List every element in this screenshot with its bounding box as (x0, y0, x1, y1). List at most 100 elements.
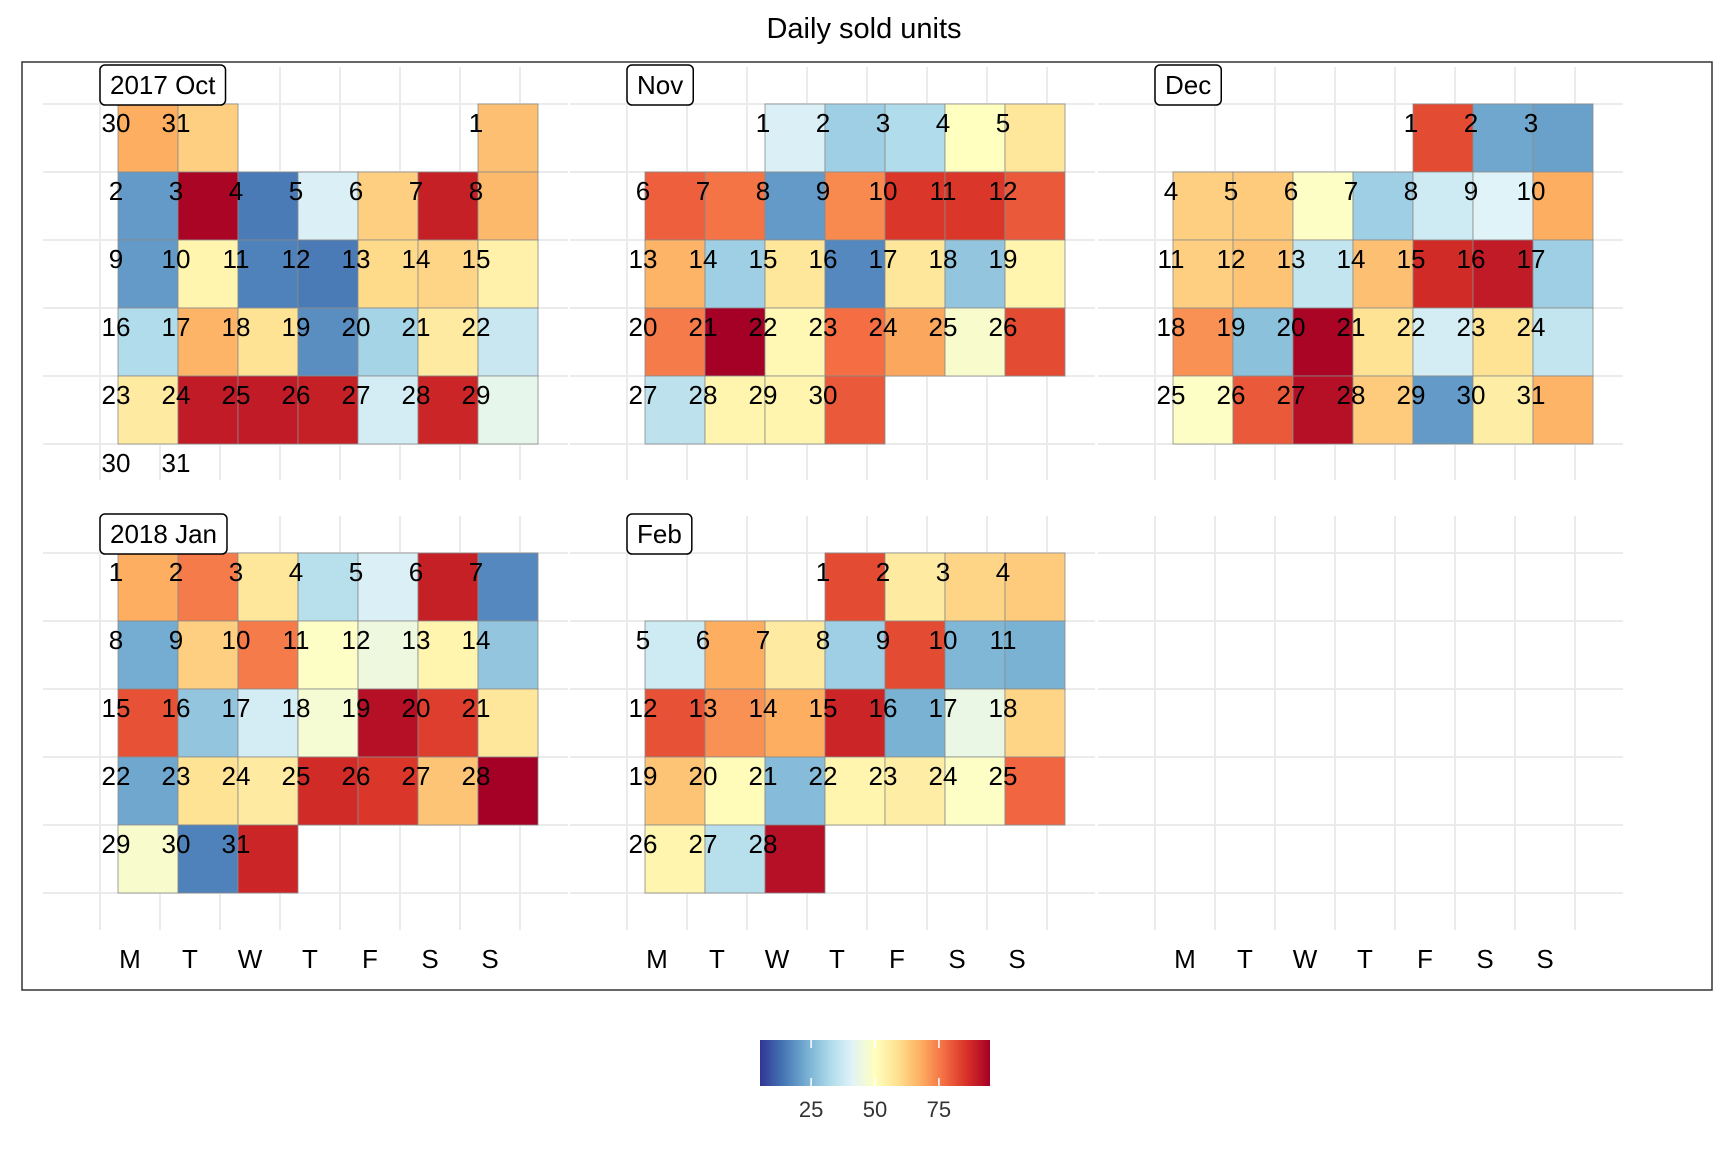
day-tile (417, 756, 479, 826)
day-number-label: 24 (1517, 312, 1546, 342)
day-tile (1532, 375, 1594, 445)
month-strip-label: 2017 Oct (110, 70, 216, 100)
day-number-label: 12 (1217, 244, 1246, 274)
day-tile (477, 171, 539, 241)
day-number-label: 26 (989, 312, 1018, 342)
day-tile (237, 375, 299, 445)
legend-tick-label: 25 (799, 1097, 823, 1122)
day-number-label: 17 (929, 693, 958, 723)
day-tile (1532, 103, 1594, 173)
day-number-label: 22 (462, 312, 491, 342)
day-number-label: 23 (869, 761, 898, 791)
day-tile (177, 552, 239, 622)
weekday-tick-label: F (889, 944, 905, 974)
day-number-label: 26 (629, 829, 658, 859)
day-tile (1412, 103, 1474, 173)
day-number-label: 6 (409, 557, 423, 587)
day-number-label: 11 (1158, 244, 1185, 274)
day-number-label: 14 (749, 693, 778, 723)
plot-panel-border (21, 61, 1713, 991)
day-tile (644, 307, 706, 377)
day-number-label: 10 (222, 625, 251, 655)
day-tile (177, 307, 239, 377)
day-tile (117, 307, 179, 377)
day-tile (357, 688, 419, 758)
day-number-label: 29 (102, 829, 131, 859)
day-number-label: 22 (102, 761, 131, 791)
day-tile (1472, 375, 1534, 445)
day-number-label: 30 (809, 380, 838, 410)
day-number-label: 29 (1397, 380, 1426, 410)
weekday-tick-label: S (1536, 944, 1553, 974)
day-tile (1004, 103, 1066, 173)
day-number-label: 5 (636, 625, 650, 655)
day-tile (177, 688, 239, 758)
day-tile (237, 620, 299, 690)
day-number-label: 2 (1464, 108, 1478, 138)
day-number-label: 24 (929, 761, 958, 791)
day-number-label: 8 (469, 176, 483, 206)
day-tile (764, 688, 826, 758)
day-number-label: 5 (289, 176, 303, 206)
day-tile (944, 620, 1006, 690)
weekday-tick-label: F (1417, 944, 1433, 974)
day-number-label: 25 (989, 761, 1018, 791)
weekday-tick-label: S (421, 944, 438, 974)
day-number-label: 8 (109, 625, 123, 655)
month-strip-box (626, 64, 694, 106)
day-tile (884, 756, 946, 826)
day-tile (1292, 375, 1354, 445)
weekday-tick-label: T (1357, 944, 1373, 974)
weekday-tick-label: T (302, 944, 318, 974)
day-number-label: 6 (636, 176, 650, 206)
day-number-label: 17 (869, 244, 898, 274)
day-number-label: 1 (109, 557, 123, 587)
day-number-label: 25 (282, 761, 311, 791)
day-tile (1172, 171, 1234, 241)
day-tile (297, 552, 359, 622)
day-number-label: 18 (929, 244, 958, 274)
day-number-label: 12 (282, 244, 311, 274)
day-tile (704, 239, 766, 309)
day-tile (1472, 239, 1534, 309)
day-tile (1352, 239, 1414, 309)
weekday-tick-label: W (238, 944, 263, 974)
day-number-label: 28 (462, 761, 491, 791)
day-number-label: 27 (689, 829, 718, 859)
day-number-label: 21 (749, 761, 778, 791)
day-number-label: 17 (222, 693, 251, 723)
day-tile (884, 103, 946, 173)
day-tile (357, 171, 419, 241)
day-number-label: 21 (689, 312, 718, 342)
weekday-tick-label: S (1008, 944, 1025, 974)
day-number-label: 2 (109, 176, 123, 206)
day-number-label: 1 (469, 108, 483, 138)
legend-tick-label: 75 (927, 1097, 951, 1122)
day-number-label: 18 (989, 693, 1018, 723)
day-tile (117, 171, 179, 241)
day-number-label: 31 (222, 829, 251, 859)
color-legend: 25 50 75 (760, 1040, 990, 1122)
day-number-label: 5 (349, 557, 363, 587)
day-number-label: 23 (162, 761, 191, 791)
day-tile (944, 103, 1006, 173)
day-tile (884, 688, 946, 758)
day-tile (824, 688, 886, 758)
weekday-tick-label: S (481, 944, 498, 974)
day-number-label: 10 (929, 625, 958, 655)
day-number-label: 20 (402, 693, 431, 723)
day-tile (944, 552, 1006, 622)
day-tile (644, 756, 706, 826)
day-tile (1004, 756, 1066, 826)
day-number-label: 22 (809, 761, 838, 791)
day-number-label: 13 (342, 244, 371, 274)
day-tile (884, 171, 946, 241)
day-number-label: 9 (109, 244, 123, 274)
day-tile (297, 307, 359, 377)
day-tile (764, 171, 826, 241)
day-number-label: 7 (1344, 176, 1358, 206)
day-number-label: 9 (169, 625, 183, 655)
day-number-label: 15 (102, 693, 131, 723)
day-tile (1004, 688, 1066, 758)
